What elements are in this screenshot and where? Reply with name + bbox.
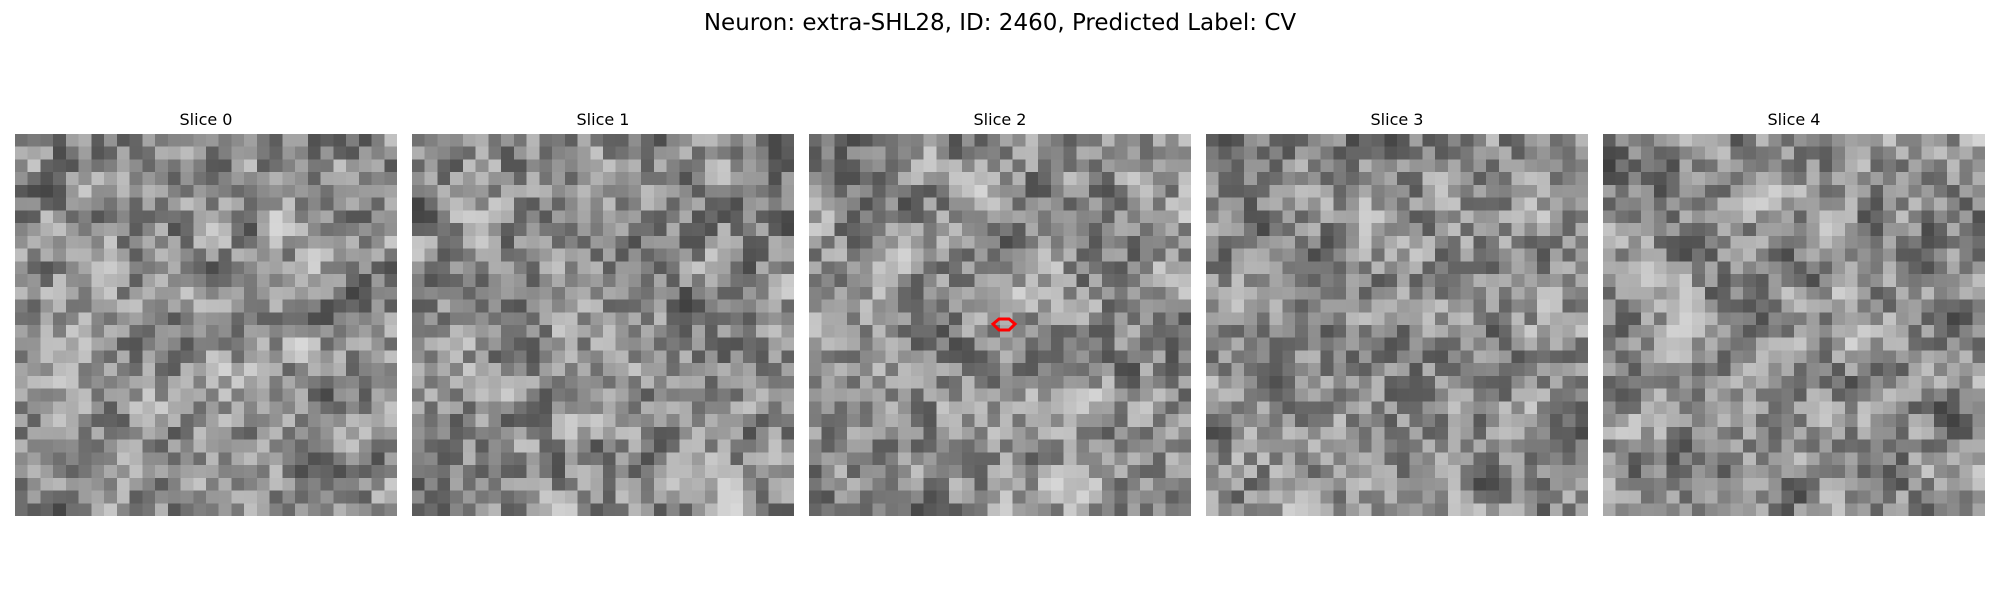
slice-panel-2: Slice 2 <box>809 110 1191 518</box>
slice-image-2 <box>809 134 1191 516</box>
slice-panel-4: Slice 4 <box>1603 110 1985 518</box>
slice-panel-3: Slice 3 <box>1206 110 1588 518</box>
slice-panel-1: Slice 1 <box>412 110 794 518</box>
slice-image-0 <box>15 134 397 516</box>
slice-image-1 <box>412 134 794 516</box>
figure-title: Neuron: extra-SHL28, ID: 2460, Predicted… <box>703 10 1297 36</box>
slice-title-2: Slice 2 <box>973 110 1027 129</box>
slice-title-4: Slice 4 <box>1767 110 1821 129</box>
slice-image-3 <box>1206 134 1588 516</box>
slice-title-0: Slice 0 <box>179 110 233 129</box>
slice-panels: Slice 0 Slice 1 Slice 2 Slice 3 Slice 4 <box>15 110 1985 518</box>
slice-image-4 <box>1603 134 1985 516</box>
slice-title-1: Slice 1 <box>576 110 630 129</box>
slice-title-3: Slice 3 <box>1370 110 1424 129</box>
slice-panel-0: Slice 0 <box>15 110 397 518</box>
